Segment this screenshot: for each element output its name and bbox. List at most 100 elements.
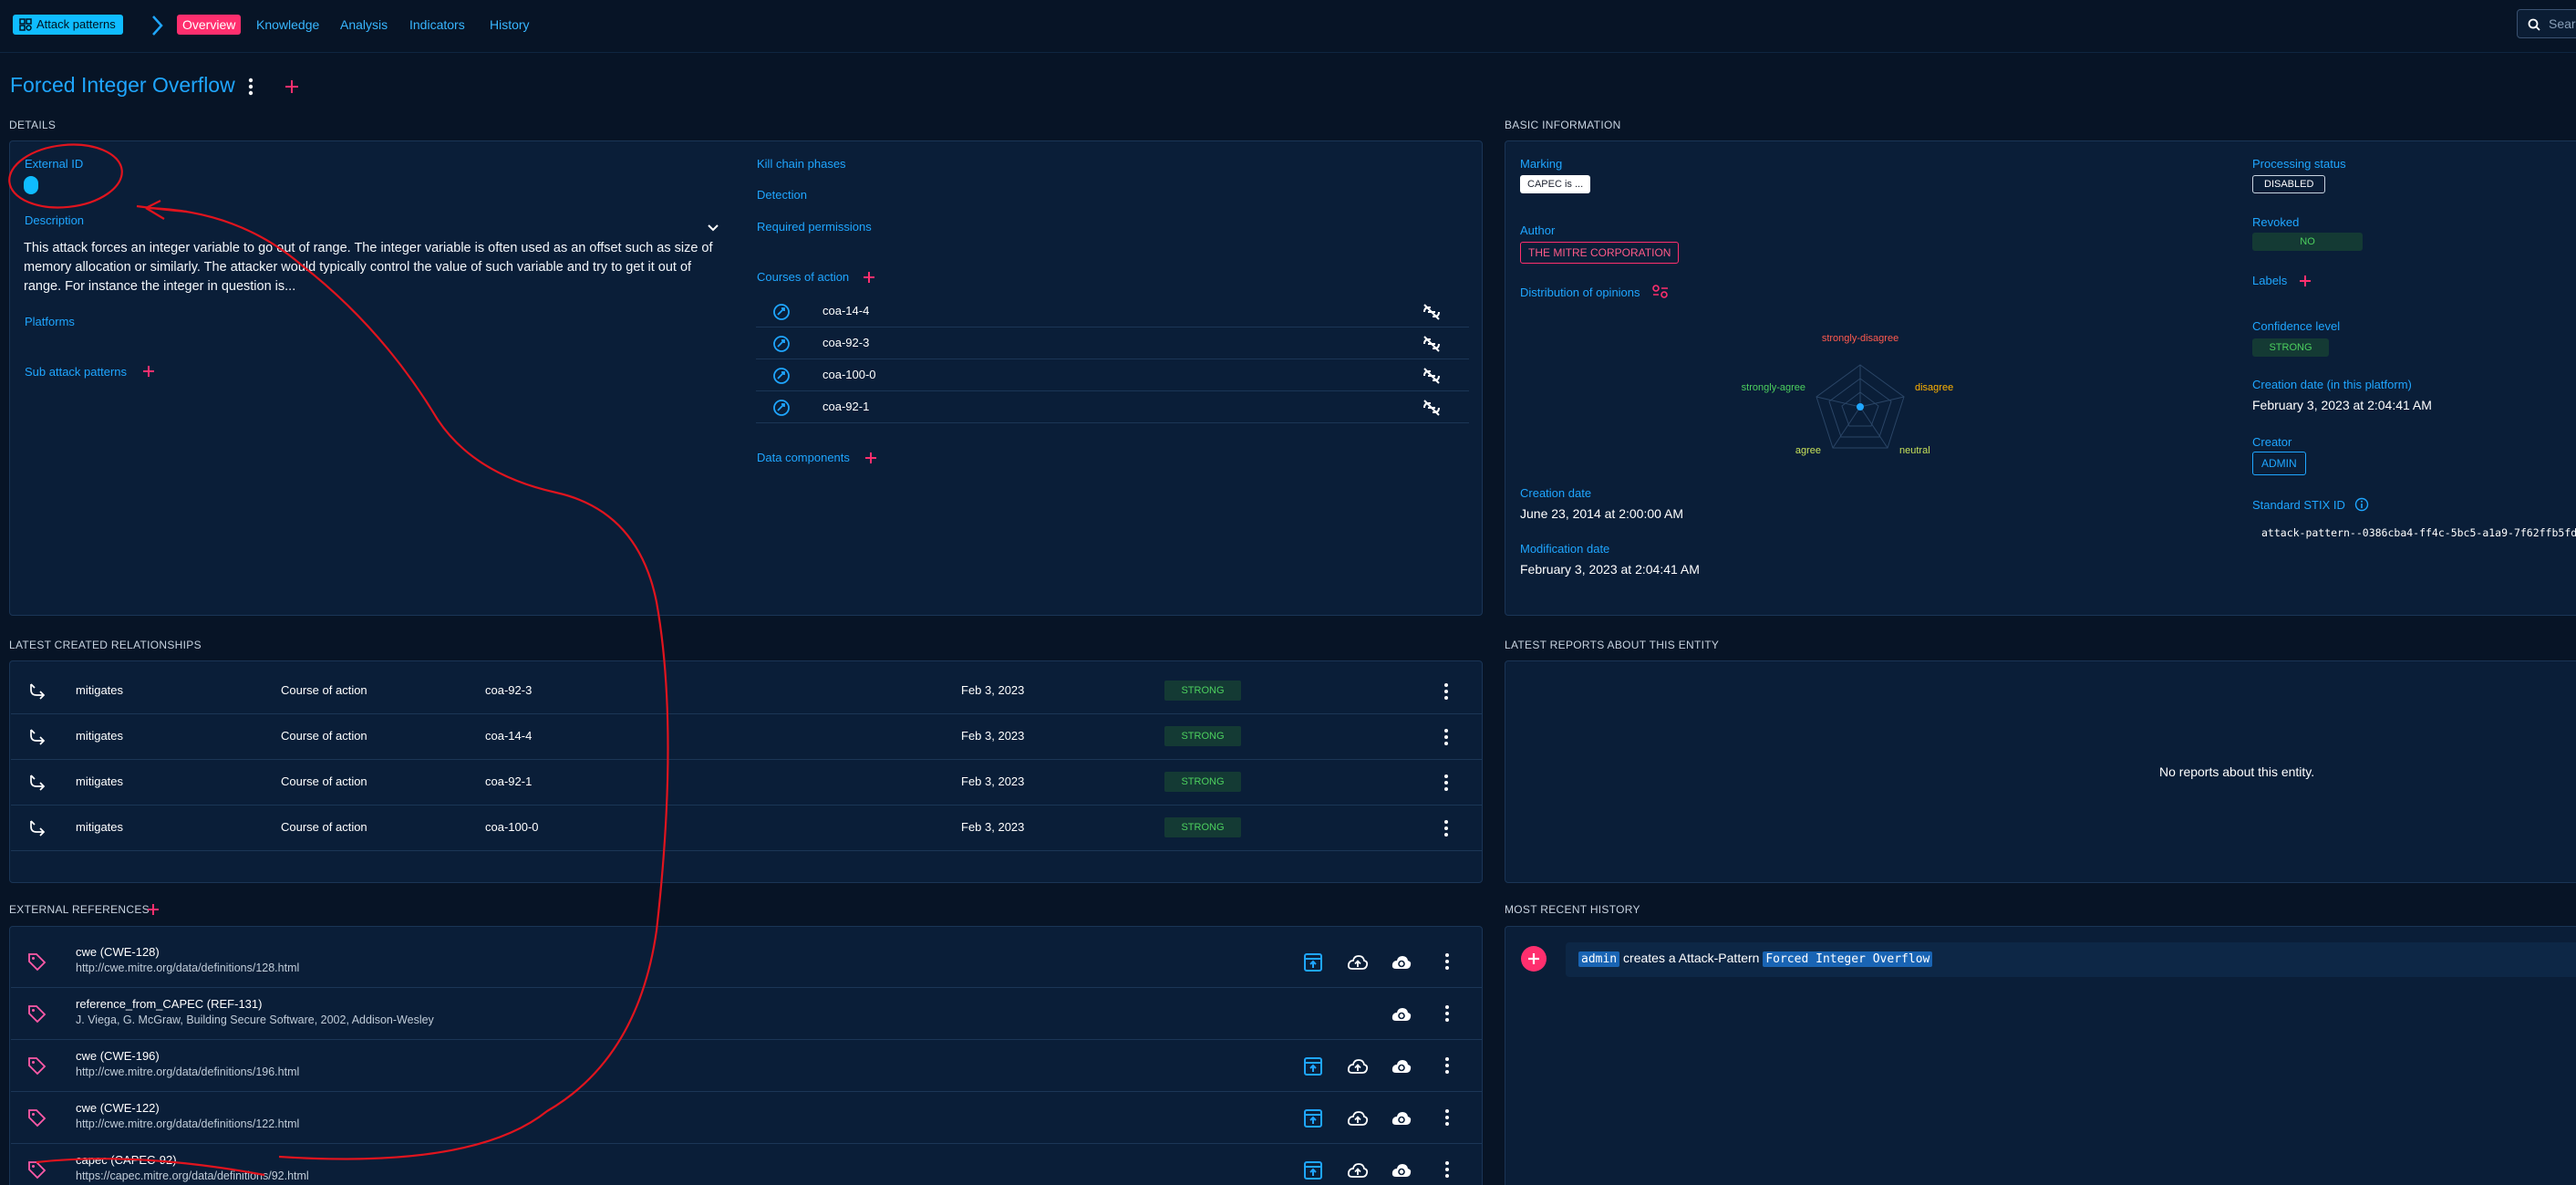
unlink-icon[interactable]: [1422, 304, 1442, 320]
confidence-badge: STRONG: [1164, 681, 1241, 701]
info-icon[interactable]: [2354, 497, 2369, 512]
course-of-action-icon: [773, 400, 790, 416]
cloud-upload-icon[interactable]: [1347, 951, 1369, 973]
creation-date-value: June 23, 2014 at 2:00:00 AM: [1520, 506, 1684, 521]
relationship-type: mitigates: [76, 774, 124, 788]
more-vert-icon[interactable]: [1443, 1160, 1451, 1179]
cloud-enrich-icon[interactable]: [1391, 1055, 1412, 1077]
history-entry: admin creates a Attack-Pattern Forced In…: [1566, 942, 2576, 977]
cloud-upload-icon[interactable]: [1347, 1055, 1369, 1077]
relationship-type: mitigates: [76, 820, 124, 834]
add-course-of-action-icon[interactable]: [862, 270, 876, 285]
relationship-row[interactable]: mitigates Course of action coa-100-0 Feb…: [11, 806, 1482, 851]
radar-label-strongly-disagree: strongly-disagree: [1822, 333, 1898, 344]
reference-url[interactable]: http://cwe.mitre.org/data/definitions/12…: [76, 962, 300, 974]
tab-knowledge[interactable]: Knowledge: [256, 17, 320, 32]
more-vert-icon[interactable]: [1443, 774, 1450, 792]
more-vert-icon[interactable]: [243, 77, 258, 97]
cloud-enrich-icon[interactable]: [1391, 1107, 1412, 1129]
tab-overview[interactable]: Overview: [177, 15, 242, 35]
reference-url[interactable]: https://capec.mitre.org/data/definitions…: [76, 1169, 309, 1182]
add-reference-icon[interactable]: [146, 902, 160, 917]
more-vert-icon[interactable]: [1443, 682, 1450, 701]
attack-pattern-icon: [19, 18, 32, 31]
reference-row[interactable]: cwe (CWE-122) http://cwe.mitre.org/data/…: [11, 1092, 1482, 1144]
tab-indicators[interactable]: Indicators: [409, 17, 465, 32]
required-permissions-label: Required permissions: [757, 220, 872, 234]
tag-icon: [28, 1057, 47, 1076]
confidence-label: Confidence level: [2252, 319, 2341, 333]
modification-date-value: February 3, 2023 at 2:04:41 AM: [1520, 562, 1700, 577]
cloud-enrich-icon[interactable]: [1391, 1003, 1412, 1025]
relationship-icon: [30, 683, 46, 700]
open-in-icon[interactable]: [1302, 1055, 1324, 1077]
creator-chip[interactable]: ADMIN: [2252, 452, 2306, 475]
basic-info-panel: [1505, 140, 2576, 616]
radar-point: [1857, 403, 1864, 411]
course-of-action-row[interactable]: coa-92-3: [756, 327, 1469, 359]
expand-icon[interactable]: [706, 223, 720, 234]
relationship-icon: [30, 820, 46, 837]
chevron-right-icon: [152, 16, 163, 36]
course-of-action-row[interactable]: coa-14-4: [756, 296, 1469, 327]
add-data-component-icon[interactable]: [864, 451, 878, 465]
attack-patterns-button[interactable]: Attack patterns: [13, 15, 123, 35]
add-sub-attack-pattern-icon[interactable]: [141, 364, 156, 379]
search-input[interactable]: Search: [2517, 9, 2576, 38]
reference-row[interactable]: capec (CAPEC-92) https://capec.mitre.org…: [11, 1144, 1482, 1185]
more-vert-icon[interactable]: [1443, 1004, 1451, 1023]
reference-row[interactable]: cwe (CWE-128) http://cwe.mitre.org/data/…: [11, 936, 1482, 988]
relationship-entity-name: coa-14-4: [485, 729, 533, 743]
opinion-icon[interactable]: [1651, 284, 1670, 300]
course-of-action-row[interactable]: coa-92-1: [756, 391, 1469, 423]
tab-analysis[interactable]: Analysis: [340, 17, 388, 32]
relationship-row[interactable]: mitigates Course of action coa-92-1 Feb …: [11, 760, 1482, 806]
course-of-action-icon: [773, 336, 790, 352]
reports-section-title: LATEST REPORTS ABOUT THIS ENTITY: [1505, 639, 1720, 651]
cloud-upload-icon[interactable]: [1347, 1159, 1369, 1181]
author-chip[interactable]: THE MITRE CORPORATION: [1520, 242, 1680, 264]
add-icon[interactable]: [284, 78, 300, 95]
relationship-row[interactable]: mitigates Course of action coa-92-3 Feb …: [11, 669, 1482, 714]
more-vert-icon[interactable]: [1443, 1108, 1451, 1127]
attack-patterns-label: Attack patterns: [36, 17, 116, 31]
reference-row[interactable]: cwe (CWE-196) http://cwe.mitre.org/data/…: [11, 1040, 1482, 1092]
relationship-entity-type: Course of action: [281, 683, 367, 697]
search-placeholder: Search: [2549, 16, 2576, 31]
more-vert-icon[interactable]: [1443, 952, 1451, 971]
reference-row[interactable]: reference_from_CAPEC (REF-131) J. Viega,…: [11, 988, 1482, 1040]
cloud-upload-icon[interactable]: [1347, 1107, 1369, 1129]
relationship-row[interactable]: mitigates Course of action coa-14-4 Feb …: [11, 714, 1482, 760]
history-entity: Forced Integer Overflow: [1763, 951, 1933, 967]
more-vert-icon[interactable]: [1443, 728, 1450, 746]
reports-panel: [1505, 660, 2576, 883]
cloud-enrich-icon[interactable]: [1391, 1159, 1412, 1181]
course-of-action-row[interactable]: coa-100-0: [756, 359, 1469, 391]
open-in-icon[interactable]: [1302, 1107, 1324, 1129]
more-vert-icon[interactable]: [1443, 819, 1450, 837]
creator-label: Creator: [2252, 435, 2292, 449]
reference-url[interactable]: http://cwe.mitre.org/data/definitions/12…: [76, 1117, 300, 1130]
tag-icon: [28, 1161, 47, 1180]
open-in-icon[interactable]: [1302, 951, 1324, 973]
cloud-enrich-icon[interactable]: [1391, 951, 1412, 973]
radar-label-disagree: disagree: [1915, 382, 1953, 393]
unlink-icon[interactable]: [1422, 336, 1442, 352]
tab-history[interactable]: History: [490, 17, 530, 32]
unlink-icon[interactable]: [1422, 400, 1442, 416]
opinions-radar-chart: strongly-disagree disagree neutral agree…: [1742, 333, 1954, 456]
history-action: creates a Attack-Pattern: [1623, 951, 1760, 965]
add-label-icon[interactable]: [2298, 274, 2312, 288]
external-id-value: [24, 176, 38, 194]
reference-url[interactable]: http://cwe.mitre.org/data/definitions/19…: [76, 1065, 300, 1078]
description-label: Description: [25, 213, 85, 227]
reference-name: cwe (CWE-128): [76, 945, 160, 959]
revoked-label: Revoked: [2252, 215, 2300, 229]
unlink-icon[interactable]: [1422, 368, 1442, 384]
more-vert-icon[interactable]: [1443, 1056, 1451, 1075]
open-in-icon[interactable]: [1302, 1159, 1324, 1181]
courses-of-action-label: Courses of action: [757, 270, 850, 284]
relationship-icon: [30, 774, 46, 791]
basic-info-section-title: BASIC INFORMATION: [1505, 119, 1621, 131]
reference-name: cwe (CWE-196): [76, 1049, 160, 1063]
